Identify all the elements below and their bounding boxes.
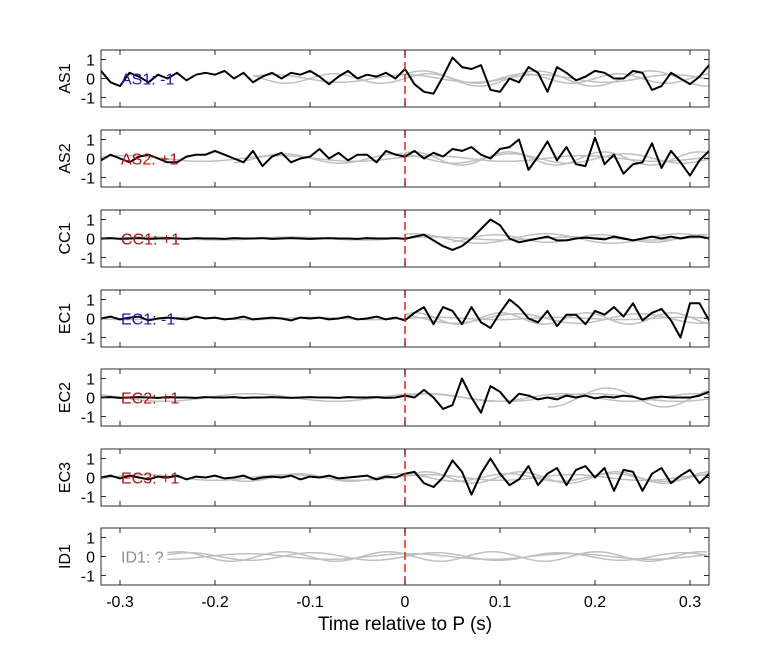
background-trace-3: [404, 70, 709, 87]
panel-ec2: -1 0 1 EC2 EC2: +1: [57, 368, 710, 427]
x-tick-label: 0.2: [584, 594, 606, 611]
x-axis: -0.3 -0.2 -0.1 0 0.1 0.2 0.3: [106, 594, 701, 611]
background-trace-2: [233, 153, 709, 164]
main-trace: [101, 56, 709, 95]
x-tick-label: 0: [401, 594, 410, 611]
y-tick-label: 1: [86, 293, 95, 310]
x-tick-label: -0.3: [106, 594, 134, 611]
station-annotation: EC1: -1: [121, 312, 175, 329]
y-tick-label: 1: [86, 133, 95, 150]
y-axis-label: EC3: [57, 462, 74, 493]
y-axis-label: AS2: [57, 143, 74, 173]
x-tick-label: -0.2: [201, 594, 229, 611]
y-tick-label: 0: [86, 471, 95, 488]
background-trace-1: [167, 551, 708, 562]
panel-id1: -1 0 1 ID1 ID1: ?: [57, 527, 710, 586]
y-axis-label: EC1: [57, 303, 74, 334]
y-axis-label: AS1: [57, 63, 74, 93]
y-tick-label: 0: [86, 152, 95, 169]
x-axis-label: Time relative to P (s): [318, 614, 492, 635]
background-trace-2: [252, 73, 709, 84]
y-tick-label: -1: [81, 331, 95, 348]
y-tick-label: 1: [86, 213, 95, 230]
main-trace: [101, 457, 709, 496]
y-tick-label: -1: [81, 251, 95, 268]
x-tick-label: 0.1: [489, 594, 511, 611]
main-trace-group: [101, 136, 709, 177]
background-trace-3: [547, 387, 708, 408]
background-traces: [167, 551, 708, 562]
station-annotation: AS1: -1: [121, 72, 174, 89]
panel-as1: -1 0 1 AS1 AS1: -1: [57, 49, 710, 108]
main-trace-group: [101, 56, 709, 95]
panel-ec1: -1 0 1 EC1 EC1: -1: [57, 289, 710, 348]
station-annotation: ID1: ?: [121, 550, 164, 567]
background-trace-3: [404, 471, 709, 484]
panel-cc1: -1 0 1 CC1 CC1: +1: [57, 209, 710, 268]
y-tick-label: 1: [86, 372, 95, 389]
y-tick-label: 0: [86, 72, 95, 89]
panels-group: -1 0 1 AS1 AS1: -1 -1 0 1 AS2 AS2: +1 -1 0 1 CC1 CC1: …: [57, 49, 710, 586]
y-tick-label: -1: [81, 410, 95, 427]
y-axis-label: EC2: [57, 382, 74, 413]
main-trace-group: [101, 298, 709, 339]
panel-ec3: -1 0 1 EC3 EC3: +1: [57, 448, 710, 507]
background-trace-3: [167, 551, 708, 562]
x-tick-label: 0.3: [679, 594, 701, 611]
main-trace: [101, 298, 709, 339]
y-tick-label: 0: [86, 391, 95, 408]
background-trace-3: [404, 313, 709, 324]
background-trace-2: [167, 552, 708, 561]
y-axis-label: ID1: [57, 544, 74, 569]
x-tick-label: -0.1: [296, 594, 324, 611]
y-tick-label: 1: [86, 531, 95, 548]
y-tick-label: 0: [86, 550, 95, 567]
station-annotation: EC2: +1: [121, 391, 179, 408]
background-trace-1: [252, 73, 709, 84]
main-trace-group: [101, 457, 709, 496]
main-trace: [101, 136, 709, 177]
background-trace-3: [404, 151, 709, 166]
station-annotation: EC3: +1: [121, 471, 179, 488]
y-tick-label: 0: [86, 312, 95, 329]
y-tick-label: -1: [81, 490, 95, 507]
station-annotation: AS2: +1: [121, 152, 178, 169]
y-tick-label: 1: [86, 53, 95, 70]
y-tick-label: -1: [81, 91, 95, 108]
panel-as2: -1 0 1 AS2 AS2: +1: [57, 129, 710, 188]
background-traces: [252, 70, 709, 87]
y-tick-label: 0: [86, 232, 95, 249]
station-annotation: CC1: +1: [121, 232, 180, 249]
y-axis-label: CC1: [57, 222, 74, 254]
y-tick-label: -1: [81, 171, 95, 188]
y-tick-label: -1: [81, 569, 95, 586]
y-tick-label: 1: [86, 452, 95, 469]
